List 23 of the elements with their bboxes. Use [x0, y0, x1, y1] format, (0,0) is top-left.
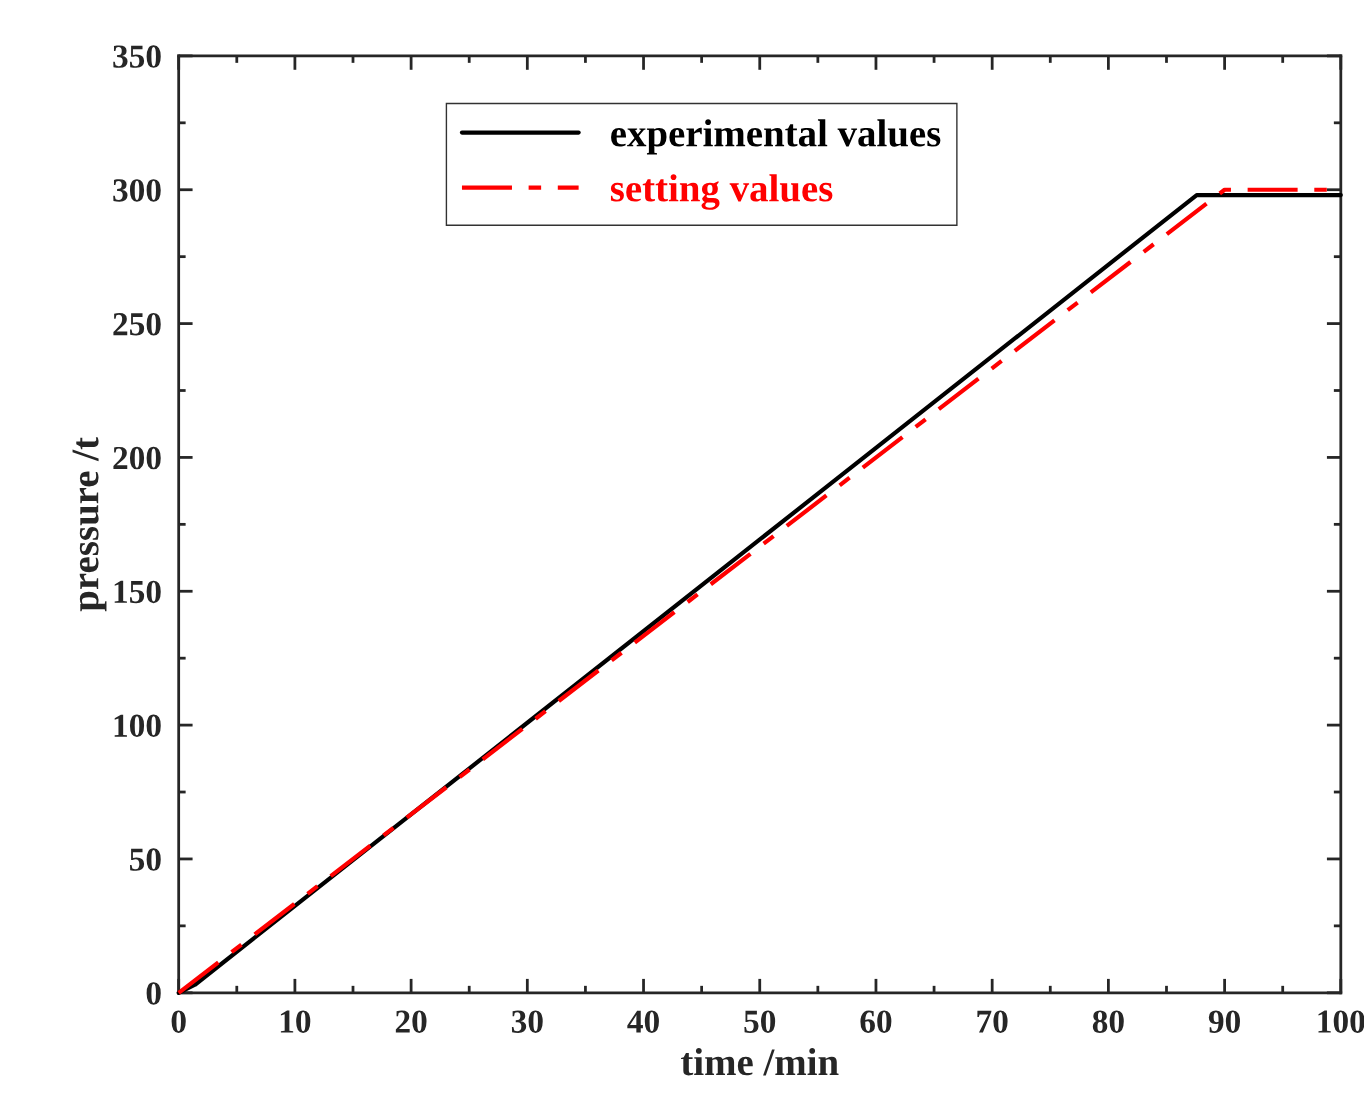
y-tick-label: 350: [113, 45, 161, 68]
x-tick-label: 10: [280, 1010, 311, 1033]
x-tick-label: 50: [744, 1010, 776, 1033]
y-tick-label: 100: [114, 714, 161, 737]
legend-label: experimental values: [611, 119, 941, 155]
y-tick-label: 50: [130, 848, 161, 871]
x-tick-label: 40: [627, 1010, 659, 1033]
x-axis-title: time /min: [680, 1048, 839, 1076]
x-tick-label: 70: [977, 1010, 1008, 1033]
y-axis-title: pressure /t: [72, 437, 107, 612]
x-tick-label: 80: [1092, 1010, 1124, 1033]
y-tick-label: 150: [114, 580, 161, 604]
legend-label: setting values: [610, 174, 833, 210]
x-tick-label: 100: [1318, 1010, 1364, 1033]
y-tick-label: 300: [113, 179, 161, 202]
y-tick-label: 250: [113, 312, 161, 336]
x-tick-label: 0: [171, 1010, 186, 1033]
x-tick-label: 90: [1208, 1010, 1240, 1033]
x-tick-label: 60: [860, 1010, 892, 1033]
y-tick-label: 200: [113, 446, 161, 470]
x-tick-label: 20: [395, 1010, 427, 1033]
x-tick-label: 30: [511, 1010, 543, 1033]
y-tick-label: 0: [146, 982, 161, 1005]
